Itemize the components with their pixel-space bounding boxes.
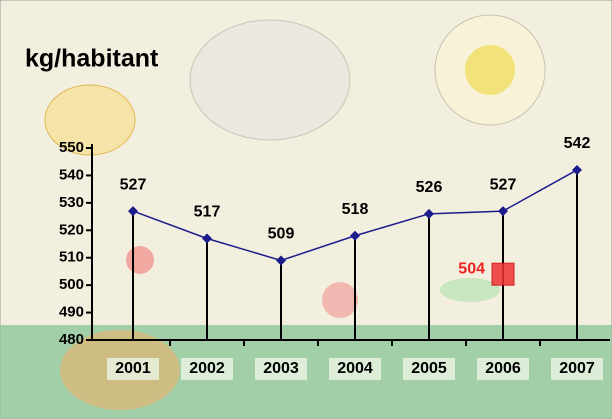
data-label: 509	[268, 226, 295, 243]
x-tick-label-box	[551, 358, 603, 380]
data-label: 542	[564, 135, 591, 152]
x-tick-label: 2007	[559, 360, 595, 377]
data-label: 518	[342, 201, 369, 218]
x-tick-label-box	[255, 358, 307, 380]
decoration	[322, 282, 358, 318]
decoration	[189, 19, 351, 141]
y-tick-label: 500	[59, 276, 84, 293]
data-label: 517	[194, 204, 221, 221]
x-tick-label: 2003	[263, 360, 299, 377]
x-tick-label-box	[403, 358, 455, 380]
marker	[350, 230, 360, 241]
x-tick-label-box	[107, 358, 159, 380]
x-tick-label: 2002	[189, 360, 225, 377]
x-tick-label-box	[329, 358, 381, 380]
x-tick-label-box	[477, 358, 529, 380]
marker	[572, 164, 582, 175]
marker	[491, 262, 515, 286]
chart-title: kg/habitant	[25, 45, 159, 73]
data-label: 526	[416, 179, 443, 196]
decoration	[465, 45, 515, 95]
y-tick-label: 490	[59, 304, 84, 321]
y-tick-label: 480	[59, 331, 84, 348]
y-tick-label: 550	[59, 139, 84, 156]
decoration	[440, 278, 500, 302]
y-tick-label: 520	[59, 221, 84, 238]
marker	[424, 208, 434, 219]
y-tick-label: 510	[59, 249, 84, 266]
y-tick-label: 530	[59, 194, 84, 211]
marker	[276, 255, 286, 266]
marker	[202, 233, 212, 244]
x-tick-label: 2004	[337, 360, 373, 377]
decoration	[44, 84, 136, 156]
data-label: 527	[120, 176, 147, 193]
x-tick-label: 2001	[115, 360, 151, 377]
x-tick-label: 2006	[485, 360, 521, 377]
data-label: 504	[458, 260, 485, 277]
marker	[498, 206, 508, 217]
decoration	[126, 246, 154, 274]
y-tick-label: 540	[59, 166, 84, 183]
x-tick-label: 2005	[411, 360, 447, 377]
marker	[128, 206, 138, 217]
data-label: 527	[490, 176, 517, 193]
x-tick-label-box	[181, 358, 233, 380]
